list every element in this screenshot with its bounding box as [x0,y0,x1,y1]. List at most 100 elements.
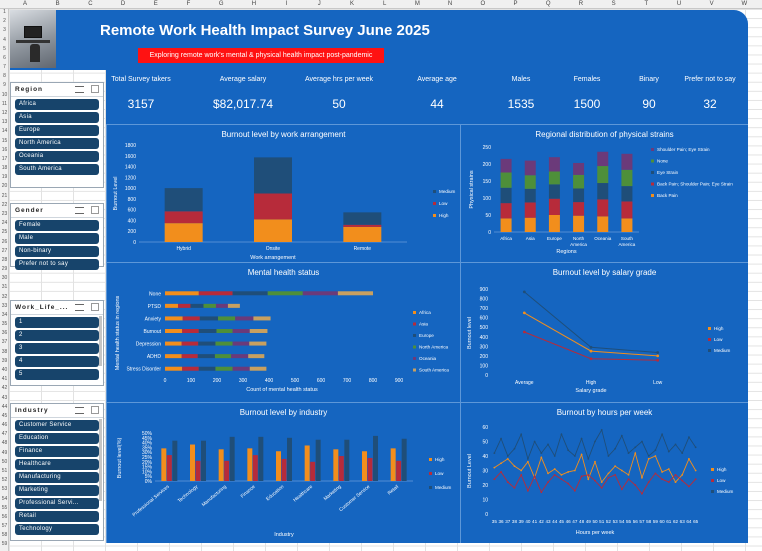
slicer-item[interactable]: Prefer not to say [15,259,99,270]
slicer-item[interactable]: North America [15,138,99,149]
slicer-item[interactable]: South America [15,164,99,175]
row-header[interactable]: 32 [1,293,8,300]
column-header[interactable]: D [120,1,126,7]
column-header[interactable]: B [55,1,60,7]
row-header[interactable]: 12 [1,109,8,116]
row-header[interactable]: 2 [3,18,6,25]
row-header[interactable]: 49 [1,449,8,456]
clear-filter-icon[interactable] [91,406,99,414]
row-header[interactable]: 1 [3,9,6,15]
slicer-industry[interactable]: Industry Customer Service Education Finance… [10,403,104,541]
row-header[interactable]: 29 [1,266,8,273]
row-header[interactable]: 6 [3,54,6,61]
panel-regional-strains[interactable]: Regional distribution of physical strain… [460,124,748,262]
column-header[interactable]: R [578,1,584,7]
slicer-item[interactable]: Female [15,220,99,231]
row-header[interactable]: 55 [1,504,8,511]
row-header[interactable]: 10 [1,91,8,98]
column-header[interactable]: T [644,1,649,7]
column-header[interactable]: I [285,1,288,7]
slicer-item[interactable]: Finance [15,446,99,457]
row-header[interactable]: 42 [1,385,8,392]
row-header[interactable]: 5 [3,45,6,52]
slicer-item[interactable]: Professional Servi... [15,498,99,509]
row-header[interactable]: 19 [1,174,8,181]
row-header[interactable]: 53 [1,486,8,493]
row-header[interactable]: 40 [1,367,8,374]
slicer-region[interactable]: Region Africa Asia Europe North America Ocean… [10,82,104,188]
row-header[interactable]: 58 [1,532,8,539]
panel-mental-health[interactable]: Mental health status 0 100 200 300 400 500 600… [106,262,460,402]
panel-burnout-arrangement[interactable]: Burnout level by work arrangement 0 200 40… [106,124,460,262]
row-header[interactable]: 14 [1,128,8,135]
row-header[interactable]: 47 [1,431,8,438]
column-header[interactable]: P [513,1,518,7]
slicer-item[interactable]: Manufacturing [15,472,99,483]
slicer-item[interactable]: Africa [15,99,99,110]
slicer-item[interactable]: 5 [15,369,99,380]
slicer-item[interactable]: Customer Service [15,420,99,431]
row-header[interactable]: 16 [1,146,8,153]
column-header[interactable]: Q [545,1,551,7]
row-header[interactable]: 51 [1,468,8,474]
slicer-gender[interactable]: Gender Female Male Non-binary Prefer not to … [10,203,104,270]
row-header[interactable]: 15 [1,137,8,144]
column-header[interactable]: F [186,1,191,7]
row-header[interactable]: 34 [1,311,8,318]
column-header[interactable]: U [676,1,682,7]
row-header[interactable]: 23 [1,210,8,217]
column-header[interactable]: N [447,1,453,7]
row-header[interactable]: 9 [3,82,6,89]
row-header[interactable]: 37 [1,339,8,346]
slicer-item[interactable]: 4 [15,356,99,367]
row-header[interactable]: 44 [1,403,8,410]
row-header[interactable]: 33 [1,302,8,309]
slicer-item[interactable]: 3 [15,343,99,354]
row-header[interactable]: 41 [1,376,8,383]
column-header[interactable]: M [414,1,420,7]
column-header[interactable]: W [741,1,748,7]
row-header[interactable]: 56 [1,513,8,520]
row-header[interactable]: 25 [1,229,8,236]
column-header[interactable]: K [349,1,355,7]
column-header[interactable]: L [383,1,387,7]
row-header[interactable]: 27 [1,247,8,254]
slicer-item[interactable]: Education [15,433,99,444]
slicer-worklife[interactable]: Work_Life_... 1 2 3 4 5 [10,300,104,386]
row-header[interactable]: 22 [1,201,8,208]
column-header[interactable]: H [251,1,257,7]
row-header[interactable]: 50 [1,458,8,465]
slicer-item[interactable]: Non-binary [15,246,99,257]
row-header[interactable]: 35 [1,321,8,328]
column-header[interactable]: A [22,1,28,7]
clear-filter-icon[interactable] [91,303,99,311]
row-header[interactable]: 39 [1,357,8,364]
row-header[interactable]: 57 [1,523,8,530]
panel-burnout-salary[interactable]: Burnout level by salary grade 0 100 200 300… [460,262,748,402]
row-header[interactable]: 45 [1,412,8,419]
column-header[interactable]: E [153,1,158,7]
row-header[interactable]: 38 [1,348,8,355]
slicer-item[interactable]: Retail [15,511,99,522]
panel-burnout-industry[interactable]: Burnout level by industry 0% 5% 10% 15% 20% 2… [106,402,460,543]
row-header[interactable]: 3 [3,27,6,34]
row-header[interactable]: 48 [1,440,8,447]
panel-burnout-hours[interactable]: Burnout by hours per week 0 10 20 30 40 50 60 3… [460,402,748,543]
row-header[interactable]: 54 [1,495,8,502]
row-header[interactable]: 7 [3,64,6,71]
row-header[interactable]: 26 [1,238,8,245]
row-header[interactable]: 36 [1,330,8,337]
column-header[interactable]: C [88,1,93,7]
row-header[interactable]: 30 [1,275,8,282]
row-header[interactable]: 20 [1,183,8,190]
row-header[interactable]: 43 [1,394,8,401]
clear-filter-icon[interactable] [91,206,99,214]
slicer-item[interactable]: 2 [15,330,99,341]
row-header[interactable]: 28 [1,256,8,263]
column-header[interactable]: S [611,1,616,7]
column-header[interactable]: J [317,1,321,7]
slicer-item[interactable]: 1 [15,317,99,328]
slicer-item[interactable]: Oceania [15,151,99,162]
slicer-scrollbar[interactable] [99,419,102,501]
slicer-scrollbar[interactable] [99,316,102,367]
